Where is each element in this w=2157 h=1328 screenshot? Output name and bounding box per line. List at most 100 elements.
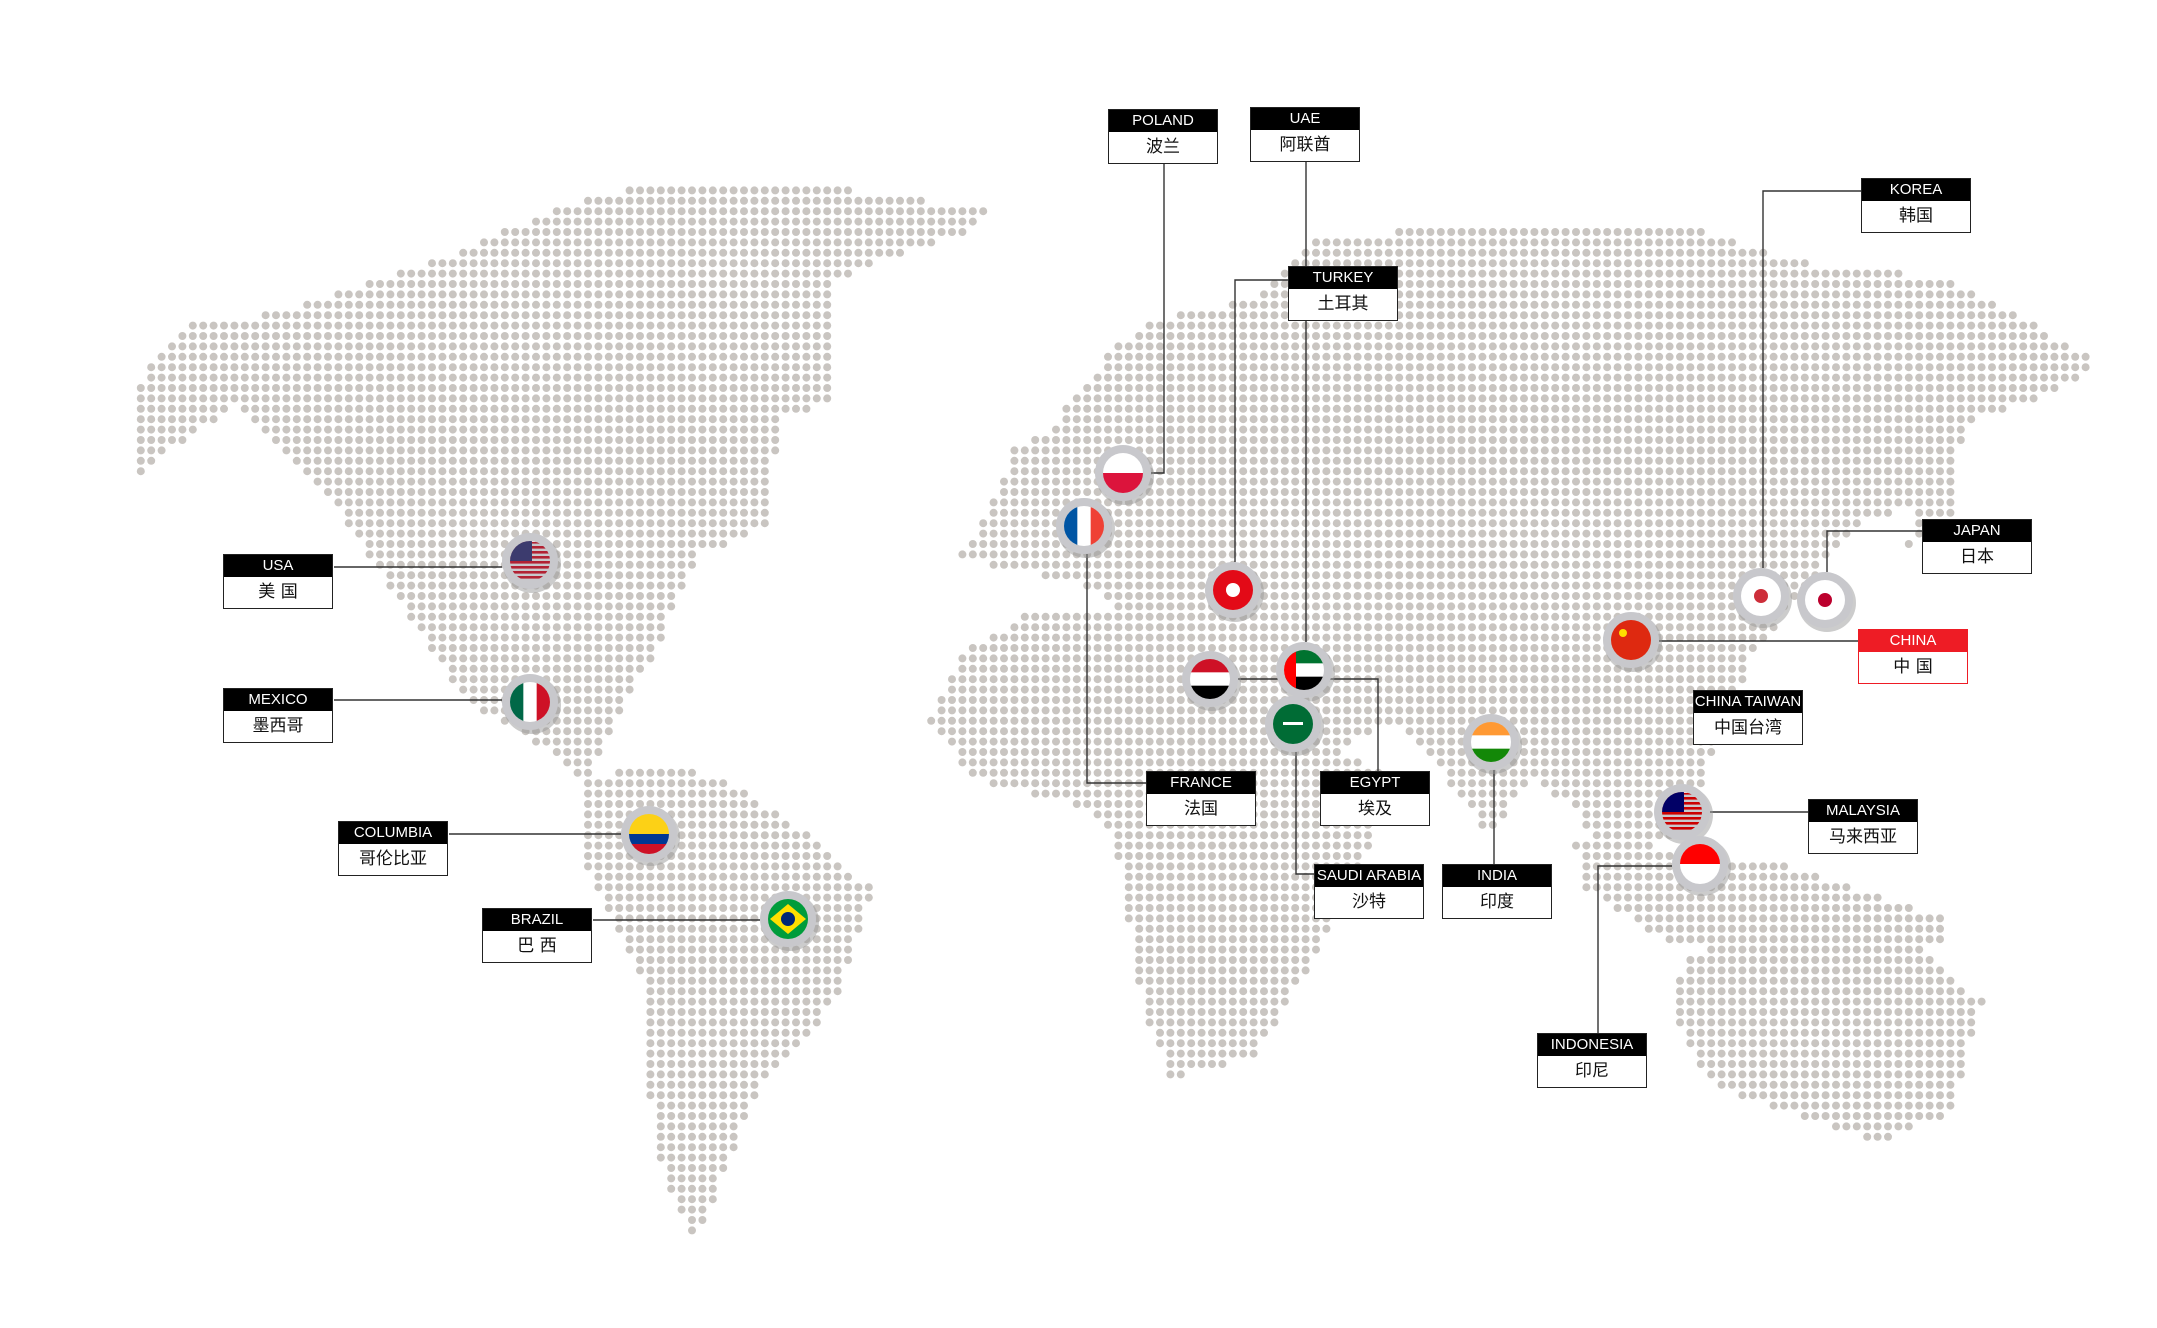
- map-dot: [636, 592, 644, 600]
- map-dot: [1260, 550, 1268, 559]
- map-dot: [636, 446, 644, 455]
- map-dot: [823, 248, 832, 257]
- map-dot: [552, 248, 561, 257]
- map-dot: [1561, 519, 1570, 528]
- map-dot: [906, 217, 915, 226]
- map-dot: [1270, 508, 1279, 517]
- map-dot: [573, 488, 582, 496]
- map-dot: [740, 415, 748, 424]
- map-dot: [1686, 321, 1695, 330]
- map-dot: [396, 508, 405, 517]
- map-dot: [438, 363, 447, 372]
- map-dot: [1280, 425, 1289, 434]
- map-dot: [1332, 602, 1341, 611]
- map-dot: [1426, 384, 1435, 392]
- map-dot: [573, 300, 582, 309]
- map-dot: [1239, 446, 1248, 455]
- map-dot: [386, 352, 395, 361]
- map-dot: [1135, 540, 1144, 548]
- map-dot: [656, 581, 665, 590]
- map-dot: [1457, 228, 1466, 236]
- map-dot: [688, 290, 696, 299]
- map-dot: [428, 623, 436, 632]
- map-dot: [1499, 446, 1508, 455]
- map-dot: [667, 529, 676, 538]
- map-dot: [584, 321, 592, 330]
- map-dot: [1686, 394, 1695, 403]
- map-dot: [625, 425, 634, 434]
- map-dot: [1416, 425, 1424, 434]
- map-dot: [1416, 280, 1424, 288]
- map-dot: [1707, 342, 1716, 351]
- map-dot: [1343, 425, 1352, 434]
- map-dot: [324, 321, 332, 330]
- map-dot: [688, 560, 696, 569]
- map-dot: [1280, 363, 1289, 372]
- map-dot: [1707, 384, 1716, 392]
- map-dot: [854, 196, 863, 205]
- map-dot: [1083, 436, 1092, 444]
- map-dot: [802, 238, 811, 247]
- map-dot: [292, 321, 301, 330]
- map-dot: [1218, 488, 1227, 496]
- map-dot: [1166, 332, 1175, 340]
- map-dot: [740, 404, 748, 413]
- map-dot: [594, 394, 603, 403]
- map-dot: [396, 519, 405, 528]
- map-dot: [1894, 321, 1903, 330]
- map-dot: [1686, 550, 1695, 559]
- map-dot: [157, 352, 166, 361]
- map-dot: [1842, 488, 1851, 496]
- map-dot: [1468, 581, 1476, 590]
- map-dot: [1426, 404, 1435, 413]
- map-dot: [303, 332, 312, 340]
- map-dot: [1696, 425, 1705, 434]
- map-dot: [240, 352, 249, 361]
- map-dot: [1707, 269, 1716, 278]
- map-dot: [1696, 228, 1705, 236]
- map-dot: [1915, 467, 1924, 476]
- map-dot: [646, 280, 655, 288]
- map-dot: [1488, 363, 1497, 372]
- map-dot: [1780, 456, 1788, 465]
- map-dot: [1655, 519, 1664, 528]
- map-dot: [334, 456, 343, 465]
- map-dot: [438, 259, 447, 268]
- map-dot: [1509, 342, 1518, 351]
- map-dot: [1572, 456, 1580, 465]
- map-dot: [511, 425, 520, 434]
- map-dot: [594, 352, 603, 361]
- map-dot: [1603, 612, 1612, 621]
- map-dot: [1551, 384, 1560, 392]
- map-dot: [1686, 311, 1695, 320]
- map-dot: [1353, 581, 1362, 590]
- map-dot: [261, 363, 270, 372]
- map-dot: [532, 498, 540, 507]
- map-dot: [1634, 394, 1643, 403]
- map-dot: [1863, 404, 1872, 413]
- map-dot: [386, 436, 395, 444]
- map-dot: [729, 321, 738, 330]
- map-dot: [729, 228, 738, 236]
- map-dot: [324, 415, 332, 424]
- map-dot: [563, 248, 572, 257]
- map-dot: [1821, 498, 1830, 507]
- map-dot: [459, 498, 468, 507]
- map-dot: [1790, 259, 1799, 268]
- map-dot: [1322, 498, 1331, 507]
- map-dot: [792, 290, 800, 299]
- map-dot: [459, 415, 468, 424]
- map-dot: [1956, 436, 1965, 444]
- map-dot: [1426, 425, 1435, 434]
- map-dot: [1499, 436, 1508, 444]
- map-dot: [1384, 592, 1393, 600]
- map-dot: [511, 456, 520, 465]
- map-dot: [396, 498, 405, 507]
- map-dot: [2040, 352, 2048, 361]
- map-dot: [1821, 300, 1830, 309]
- map-dot: [740, 384, 748, 392]
- map-dot: [199, 363, 208, 372]
- map-dot: [688, 300, 696, 309]
- map-dot: [1769, 488, 1778, 496]
- map-dot: [677, 425, 686, 434]
